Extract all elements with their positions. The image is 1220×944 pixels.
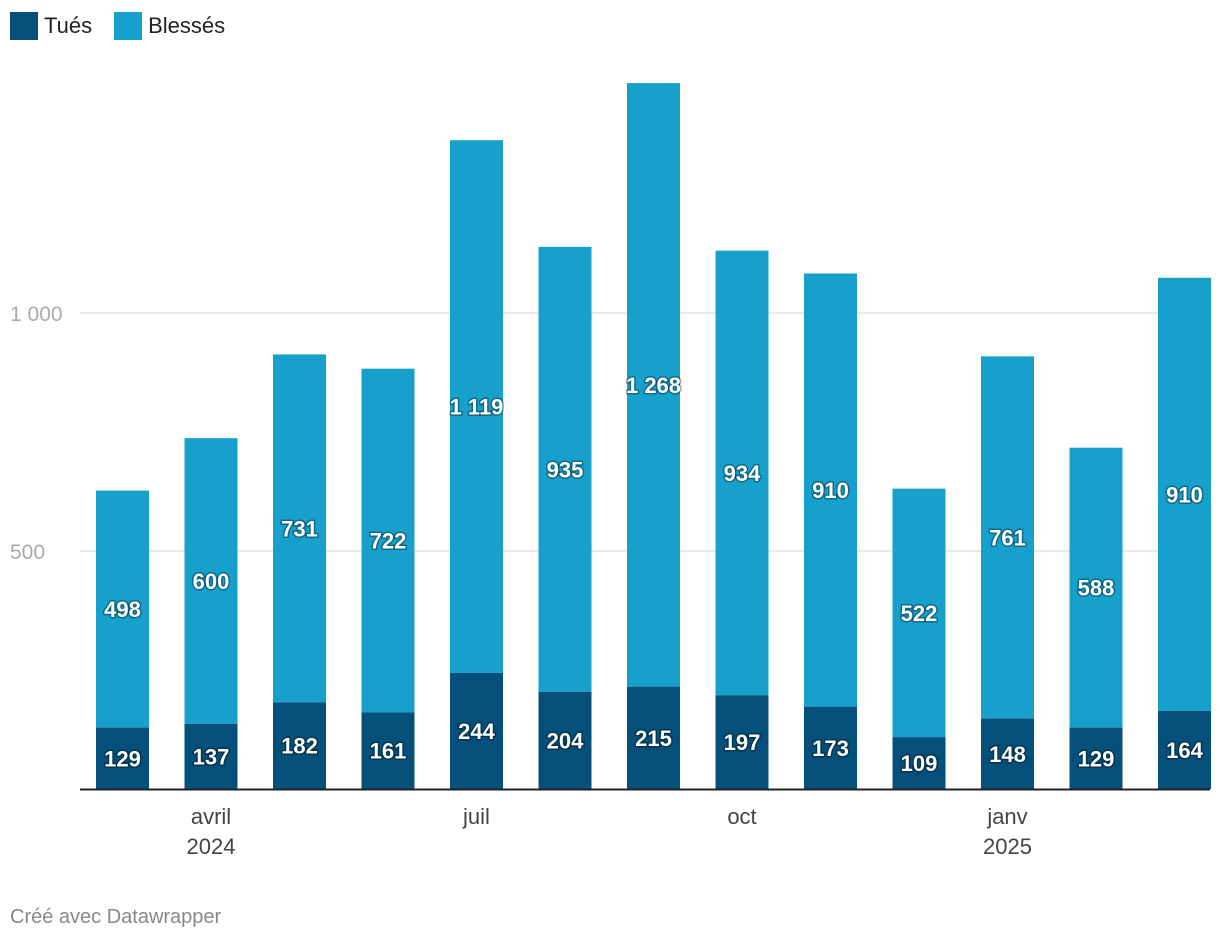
stacked-bar-chart: 500 1 000 498 129 600 137 731 182 722 161 1 119 244… (10, 83, 1211, 859)
bar-killed (96, 727, 149, 789)
bar-injured (804, 273, 857, 707)
bar-killed (538, 691, 592, 789)
y-tick-label: 1 000 (10, 303, 63, 326)
data-label-killed: 137 (193, 744, 230, 769)
data-label-killed: 161 (370, 739, 407, 764)
data-label-injured: 498 (104, 597, 141, 622)
data-label-killed: 244 (458, 719, 495, 744)
bar-killed (450, 672, 503, 789)
data-label-injured: 910 (812, 478, 849, 503)
bar-injured (981, 356, 1034, 719)
data-label-injured: 731 (281, 516, 318, 541)
bar-injured (538, 246, 592, 692)
data-label-killed: 182 (281, 734, 318, 759)
bar-injured (184, 438, 238, 724)
bar-injured (715, 250, 769, 696)
data-label-killed: 109 (901, 751, 938, 776)
bar-injured (273, 354, 326, 703)
x-tick-label: 2024 (187, 834, 236, 859)
data-label-injured: 600 (193, 569, 230, 594)
data-label-injured: 761 (989, 525, 1026, 550)
bar-killed (361, 712, 415, 789)
x-tick-label: juil (462, 804, 490, 829)
bar-killed (1069, 727, 1123, 789)
bar-killed (715, 695, 769, 789)
data-label-injured: 1 119 (450, 395, 504, 420)
x-tick-label: oct (727, 804, 756, 829)
data-label-injured: 722 (370, 529, 407, 554)
bar-killed (184, 723, 238, 789)
legend-swatch-killed (10, 12, 38, 40)
x-tick-label: janv (986, 804, 1027, 829)
data-label-killed: 197 (724, 730, 761, 755)
bar-killed (627, 686, 680, 789)
data-label-killed: 148 (989, 742, 1026, 767)
data-label-killed: 129 (1078, 746, 1115, 771)
bar-killed (804, 706, 857, 789)
legend-label-injured: Blessés (148, 13, 226, 38)
data-label-injured: 935 (547, 457, 584, 482)
data-label-injured: 910 (1166, 482, 1203, 507)
x-tick-label: 2025 (983, 834, 1032, 859)
bar-injured (892, 488, 946, 738)
data-label-injured: 934 (724, 461, 761, 486)
bar-injured (627, 83, 680, 687)
bar-injured (1069, 447, 1123, 728)
legend-item-killed: Tués (10, 12, 92, 40)
data-label-killed: 164 (1166, 738, 1203, 763)
bar-killed (892, 737, 946, 789)
data-label-killed: 204 (547, 728, 584, 753)
legend: Tués Blessés (10, 12, 247, 40)
legend-label-killed: Tués (44, 13, 93, 38)
bar-injured (361, 368, 415, 713)
data-label-killed: 173 (812, 736, 849, 761)
bar-killed (981, 718, 1034, 789)
credit-footer: Créé avec Datawrapper (10, 906, 222, 928)
data-label-killed: 215 (635, 726, 672, 751)
bar-injured (96, 490, 149, 728)
data-label-killed: 129 (104, 746, 141, 771)
data-label-injured: 1 268 (626, 373, 681, 398)
legend-item-injured: Blessés (114, 12, 225, 40)
x-tick-label: avril (191, 804, 231, 829)
bar-injured (450, 140, 503, 673)
y-tick-label: 500 (10, 541, 45, 564)
data-label-injured: 522 (901, 601, 938, 626)
bar-killed (273, 702, 326, 789)
bar-killed (1158, 710, 1211, 789)
data-label-injured: 588 (1078, 576, 1115, 601)
bar-injured (1158, 277, 1211, 711)
legend-swatch-injured (114, 12, 143, 40)
